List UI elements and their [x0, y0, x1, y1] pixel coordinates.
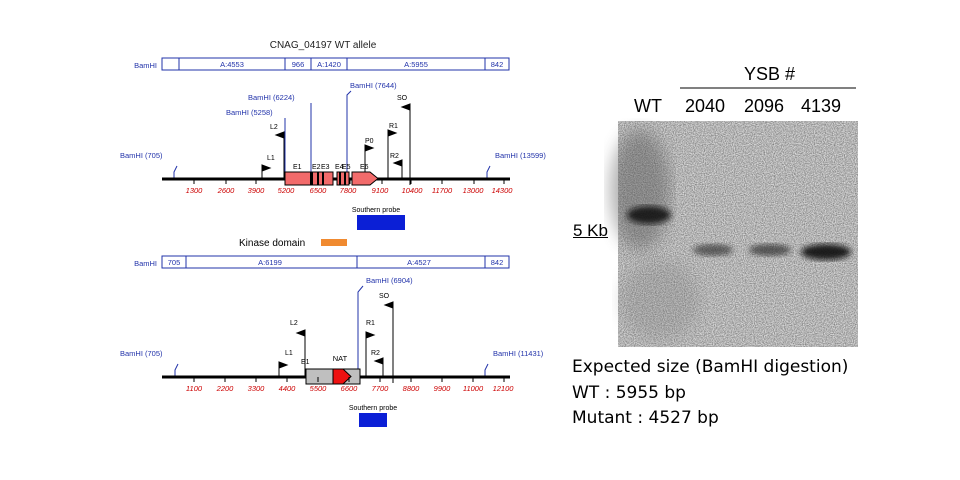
wt-scale-9: 11700 — [432, 186, 453, 195]
kinase-domain-label: Kinase domain — [239, 238, 305, 249]
ysb-group-label: YSB # — [744, 64, 796, 84]
wt-primer-R2: R2 — [390, 153, 399, 160]
mut-flank-right-label: BamHI (11431) — [493, 349, 544, 358]
mut-primer-L2: L2 — [290, 320, 298, 327]
wt-primer-P0: P0 — [365, 138, 374, 145]
wt-primer-flags — [261, 103, 411, 185]
expected-size-wt: WT : 5955 bp — [572, 383, 686, 403]
wt-scale-11: 14300 — [492, 186, 514, 195]
mut-flank-left-label: BamHI (705) — [120, 349, 163, 358]
wt-exon-E4: E4 — [335, 164, 344, 171]
wt-segment-1: A:4553 — [220, 60, 244, 69]
wt-scale-2: 2600 — [217, 186, 236, 195]
mut-scale-1: 1100 — [186, 384, 203, 393]
wt-primer-L1: L1 — [267, 155, 275, 162]
mut-bamhi-site-lines — [174, 285, 489, 376]
mut-primer-flags — [278, 301, 394, 383]
wt-site-label-7644: BamHI (7644) — [350, 81, 397, 90]
mut-site-label-6904: BamHI (6904) — [366, 276, 413, 285]
mut-fragment-bar — [161, 255, 510, 269]
expected-size-title: Expected size (BamHI digestion) — [572, 357, 849, 377]
mut-segment-4: 842 — [491, 258, 504, 267]
wt-scale-8: 10400 — [402, 186, 424, 195]
southern-blot — [610, 87, 858, 347]
wt-exon-E1: E1 — [293, 164, 302, 171]
wt-flank-right-label: BamHI (13599) — [495, 151, 546, 160]
mut-primer-R2: R2 — [371, 350, 380, 357]
mut-scale-8: 8800 — [403, 384, 421, 393]
expected-size-mutant: Mutant : 4527 bp — [572, 408, 719, 428]
band-2040 — [693, 244, 733, 256]
lane-label-4139: 4139 — [801, 96, 842, 116]
mut-scale-labels: 1100 2200 3300 4400 5500 6600 7700 8800 … — [186, 384, 514, 393]
mut-primer-SO: SO — [379, 293, 390, 300]
wt-scale-7: 9100 — [372, 186, 390, 195]
wt-primer-L2: L2 — [270, 124, 278, 131]
wt-southern-probe — [357, 215, 405, 230]
wt-scale-1: 1300 — [186, 186, 204, 195]
lane-label-wt: WT — [634, 96, 662, 116]
mut-segment-2: A:6199 — [258, 258, 282, 267]
band-wt — [627, 206, 671, 224]
wt-scale-10: 13000 — [463, 186, 485, 195]
mut-primer-R1: R1 — [366, 320, 375, 327]
mut-scale-ticks — [193, 377, 505, 382]
wt-segment-5: 842 — [491, 60, 504, 69]
lane-label-2040: 2040 — [685, 96, 726, 116]
mut-southern-probe — [359, 413, 387, 427]
mut-scale-10: 11000 — [463, 384, 484, 393]
wt-exon-E3: E3 — [321, 164, 330, 171]
lane-label-2096: 2096 — [744, 96, 785, 116]
wt-scale-labels: 1300 2600 3900 5200 6500 7800 9100 10400… — [186, 186, 514, 195]
wt-fragment-bar — [161, 57, 510, 71]
mut-bar-bamhi-label: BamHI — [134, 259, 157, 268]
mut-exon-E1: E1 — [301, 359, 310, 366]
mut-scale-9: 9900 — [434, 384, 452, 393]
band-4139 — [801, 244, 851, 260]
mut-nat-label: NAT — [333, 354, 348, 363]
wt-scale-5: 6500 — [310, 186, 328, 195]
wt-bamhi-site-lines — [173, 90, 491, 178]
mutant-allele-map: BamHI 705 A:6199 A:4527 842 BamHI (6904)… — [120, 255, 544, 427]
mut-scale-5: 5500 — [310, 384, 328, 393]
wt-probe-label: Southern probe — [352, 207, 400, 214]
mut-probe-label: Southern probe — [349, 405, 397, 412]
kinase-domain-swatch — [321, 239, 347, 246]
wt-allele-map: CNAG_04197 WT allele BamHI A:4553 966 A:… — [120, 40, 546, 230]
wt-bar-bamhi-label: BamHI — [134, 61, 157, 70]
wt-scale-6: 7800 — [340, 186, 358, 195]
mut-scale-6: 6600 — [341, 384, 359, 393]
mut-scale-4: 4400 — [279, 384, 297, 393]
wt-exon-E6: E6 — [360, 164, 369, 171]
wt-segment-2: 966 — [292, 60, 305, 69]
wt-gene-body — [284, 171, 379, 186]
mut-scale-11: 12100 — [493, 384, 515, 393]
wt-primer-R1: R1 — [389, 123, 398, 130]
wt-map-title: CNAG_04197 WT allele — [270, 40, 377, 51]
wt-exon-E2: E2 — [312, 164, 321, 171]
mut-primer-L1: L1 — [285, 350, 293, 357]
wt-segment-4: A:5955 — [404, 60, 428, 69]
mut-cassette — [305, 368, 361, 385]
wt-scale-3: 3900 — [248, 186, 266, 195]
band-2096 — [749, 244, 791, 256]
mut-segment-3: A:4527 — [407, 258, 431, 267]
size-marker-5kb: 5 Kb — [573, 221, 608, 240]
mut-segment-1: 705 — [168, 258, 181, 267]
wt-flank-left-label: BamHI (705) — [120, 151, 163, 160]
wt-exon-E5: E5 — [342, 164, 351, 171]
wt-site-label-5258: BamHI (5258) — [226, 108, 273, 117]
wt-scale-ticks — [193, 179, 505, 184]
wt-site-label-6224: BamHI (6224) — [248, 93, 295, 102]
mut-scale-2: 2200 — [216, 384, 235, 393]
wt-segment-3: A:1420 — [317, 60, 341, 69]
wt-scale-4: 5200 — [278, 186, 296, 195]
wt-primer-SO: SO — [397, 95, 408, 102]
mut-scale-7: 7700 — [372, 384, 390, 393]
mut-scale-3: 3300 — [248, 384, 266, 393]
